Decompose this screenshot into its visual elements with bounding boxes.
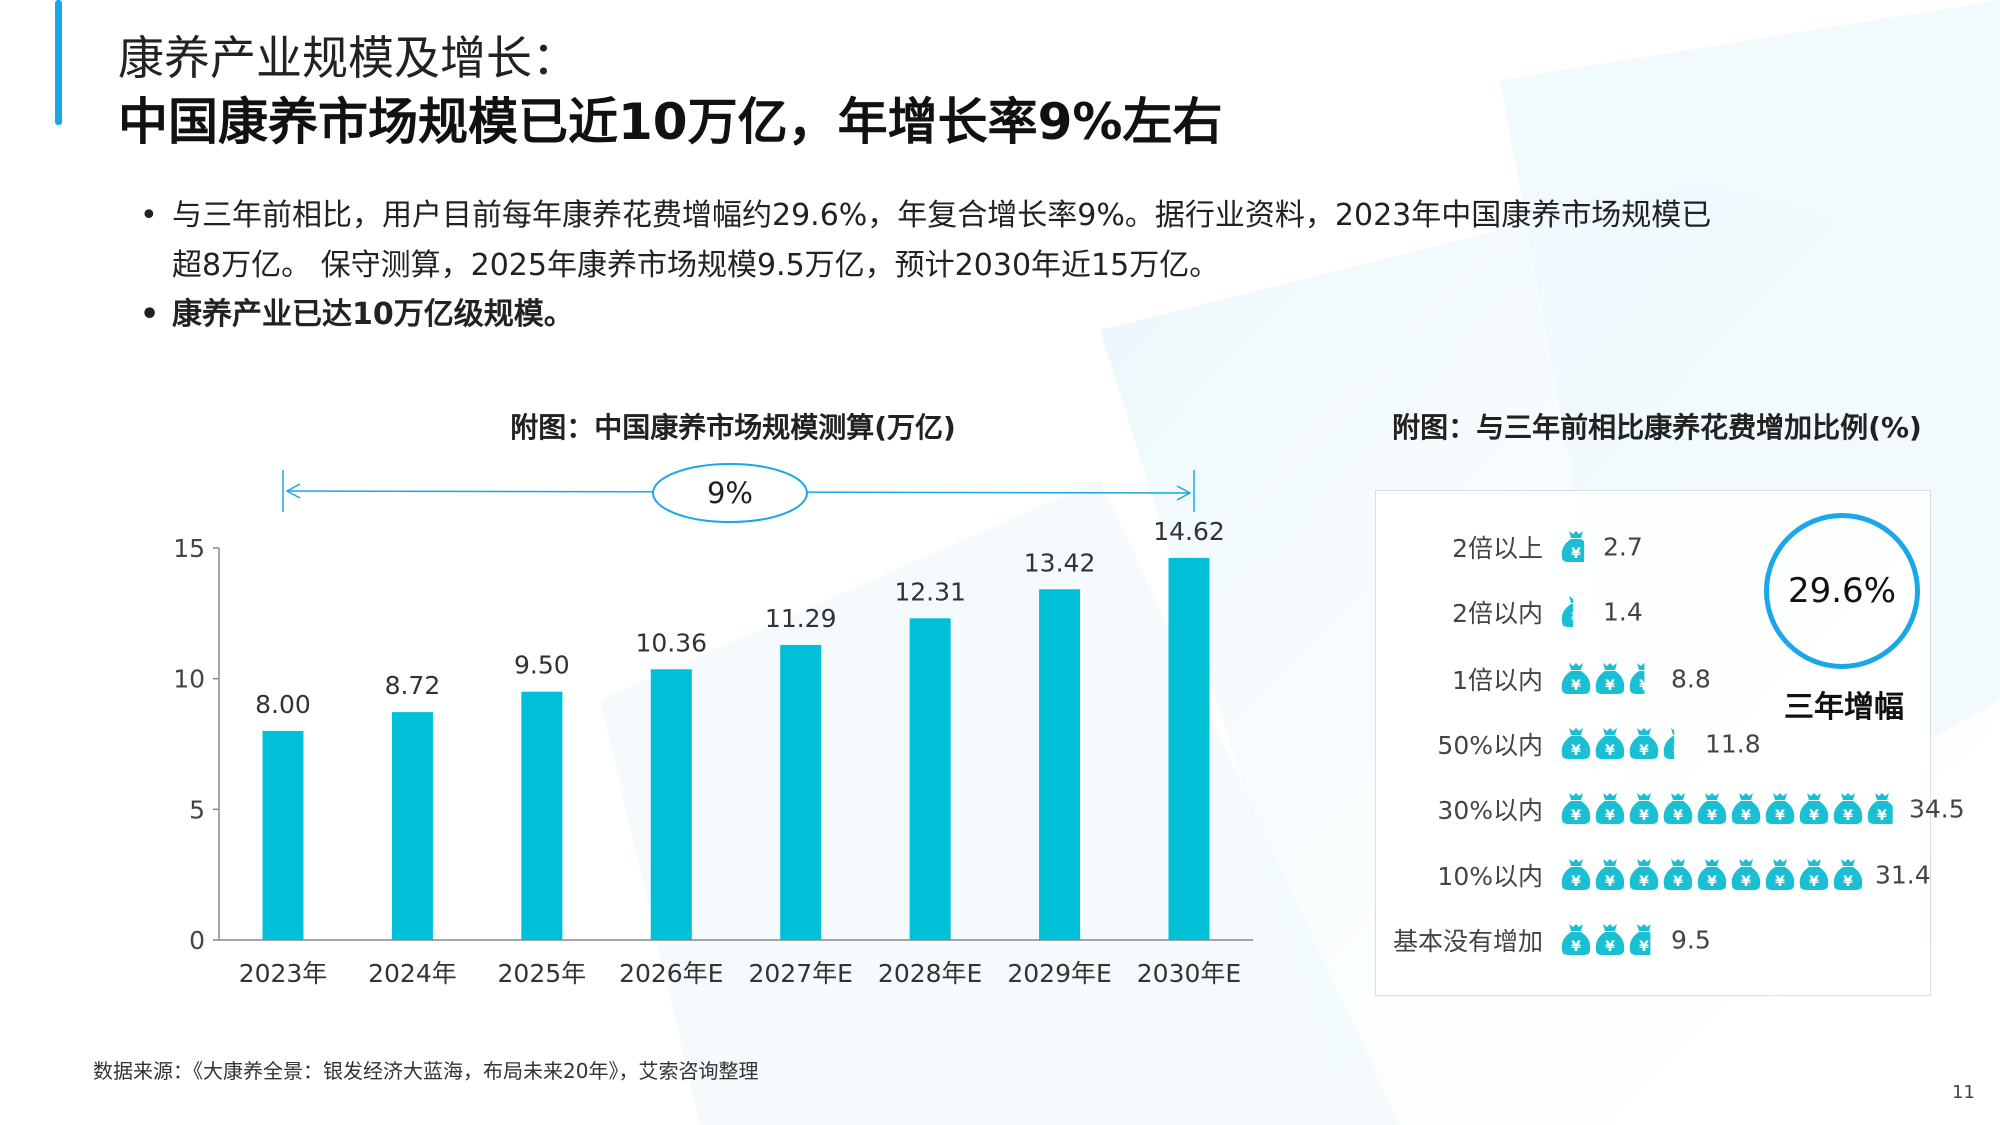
bullet-item: • 与三年前相比，用户目前每年康养花费增幅约29.6%，年复合增长率9%。据行业资… [140, 190, 1711, 234]
bar [909, 618, 951, 940]
bar [391, 712, 433, 940]
page-subtitle: 中国康养市场规模已近10万亿，年增长率9%左右 [118, 93, 1223, 151]
bar [521, 691, 563, 940]
bullet-dot: • [140, 297, 160, 332]
growth-label: 三年增幅 [1784, 690, 1904, 725]
arrow-head-right [1176, 485, 1192, 501]
y-tick-label: 15 [173, 534, 205, 563]
bar [780, 644, 822, 940]
bar-value-label: 8.00 [255, 690, 311, 719]
bar [1168, 557, 1210, 940]
bar-value-label: 13.42 [1024, 548, 1096, 577]
bullet-item-bold: • 康养产业已达10万亿级规模。 [140, 289, 574, 333]
bar-value-label: 8.72 [385, 671, 441, 700]
page-number: 11 [1952, 1082, 1975, 1103]
bar-value-label: 11.29 [765, 604, 837, 633]
bar-chart: 0 5 10 15 8.00 2023年 8.72 2024年 9.50 2025年 10.36 20… [173, 463, 1253, 988]
page-title: 康养产业规模及增长： [118, 31, 578, 85]
bar-chart-title: 附图：中国康养市场规模测算(万亿) [510, 411, 956, 444]
bar-value-label: 12.31 [894, 577, 966, 606]
bullet-text: 康养产业已达10万亿级规模。 [172, 297, 574, 332]
y-tick-label: 5 [189, 795, 205, 824]
x-tick-label: 2028年E [878, 959, 982, 988]
x-tick-label: 2026年E [619, 959, 723, 988]
title-accent-bar [55, 0, 62, 125]
data-source: 数据来源：《大康养全景：银发经济大蓝海，布局未来20年》，艾索咨询整理 [93, 1059, 759, 1083]
x-tick-label: 2029年E [1007, 959, 1111, 988]
growth-circle: 29.6% [1764, 513, 1920, 669]
arrow-head-left [285, 483, 301, 499]
bar [650, 669, 692, 940]
growth-value: 29.6% [1787, 571, 1896, 611]
bullet-text: 与三年前相比，用户目前每年康养花费增幅约29.6%，年复合增长率9%。据行业资料… [172, 198, 1712, 233]
bullet-continuation: 超8万亿。 保守测算，2025年康养市场规模9.5万亿，预计2030年近15万亿… [172, 248, 1220, 283]
y-tick-label: 10 [173, 665, 205, 694]
bar [1039, 589, 1081, 940]
y-tick-label: 0 [189, 926, 205, 955]
cagr-label: 9% [707, 476, 753, 510]
bar-value-label: 10.36 [635, 628, 707, 657]
x-tick-label: 2023年 [239, 959, 328, 988]
x-tick-label: 2024年 [368, 959, 457, 988]
bullet-dot: • [140, 198, 158, 233]
x-tick-label: 2030年E [1137, 959, 1241, 988]
bar-value-label: 9.50 [514, 651, 570, 680]
cagr-ellipse [652, 463, 808, 523]
bar [262, 730, 304, 940]
pictograph-title: 附图：与三年前相比康养花费增加比例(%) [1392, 411, 1922, 444]
x-tick-label: 2025年 [498, 959, 587, 988]
x-tick-label: 2027年E [749, 959, 853, 988]
bar-value-label: 14.62 [1153, 517, 1225, 546]
